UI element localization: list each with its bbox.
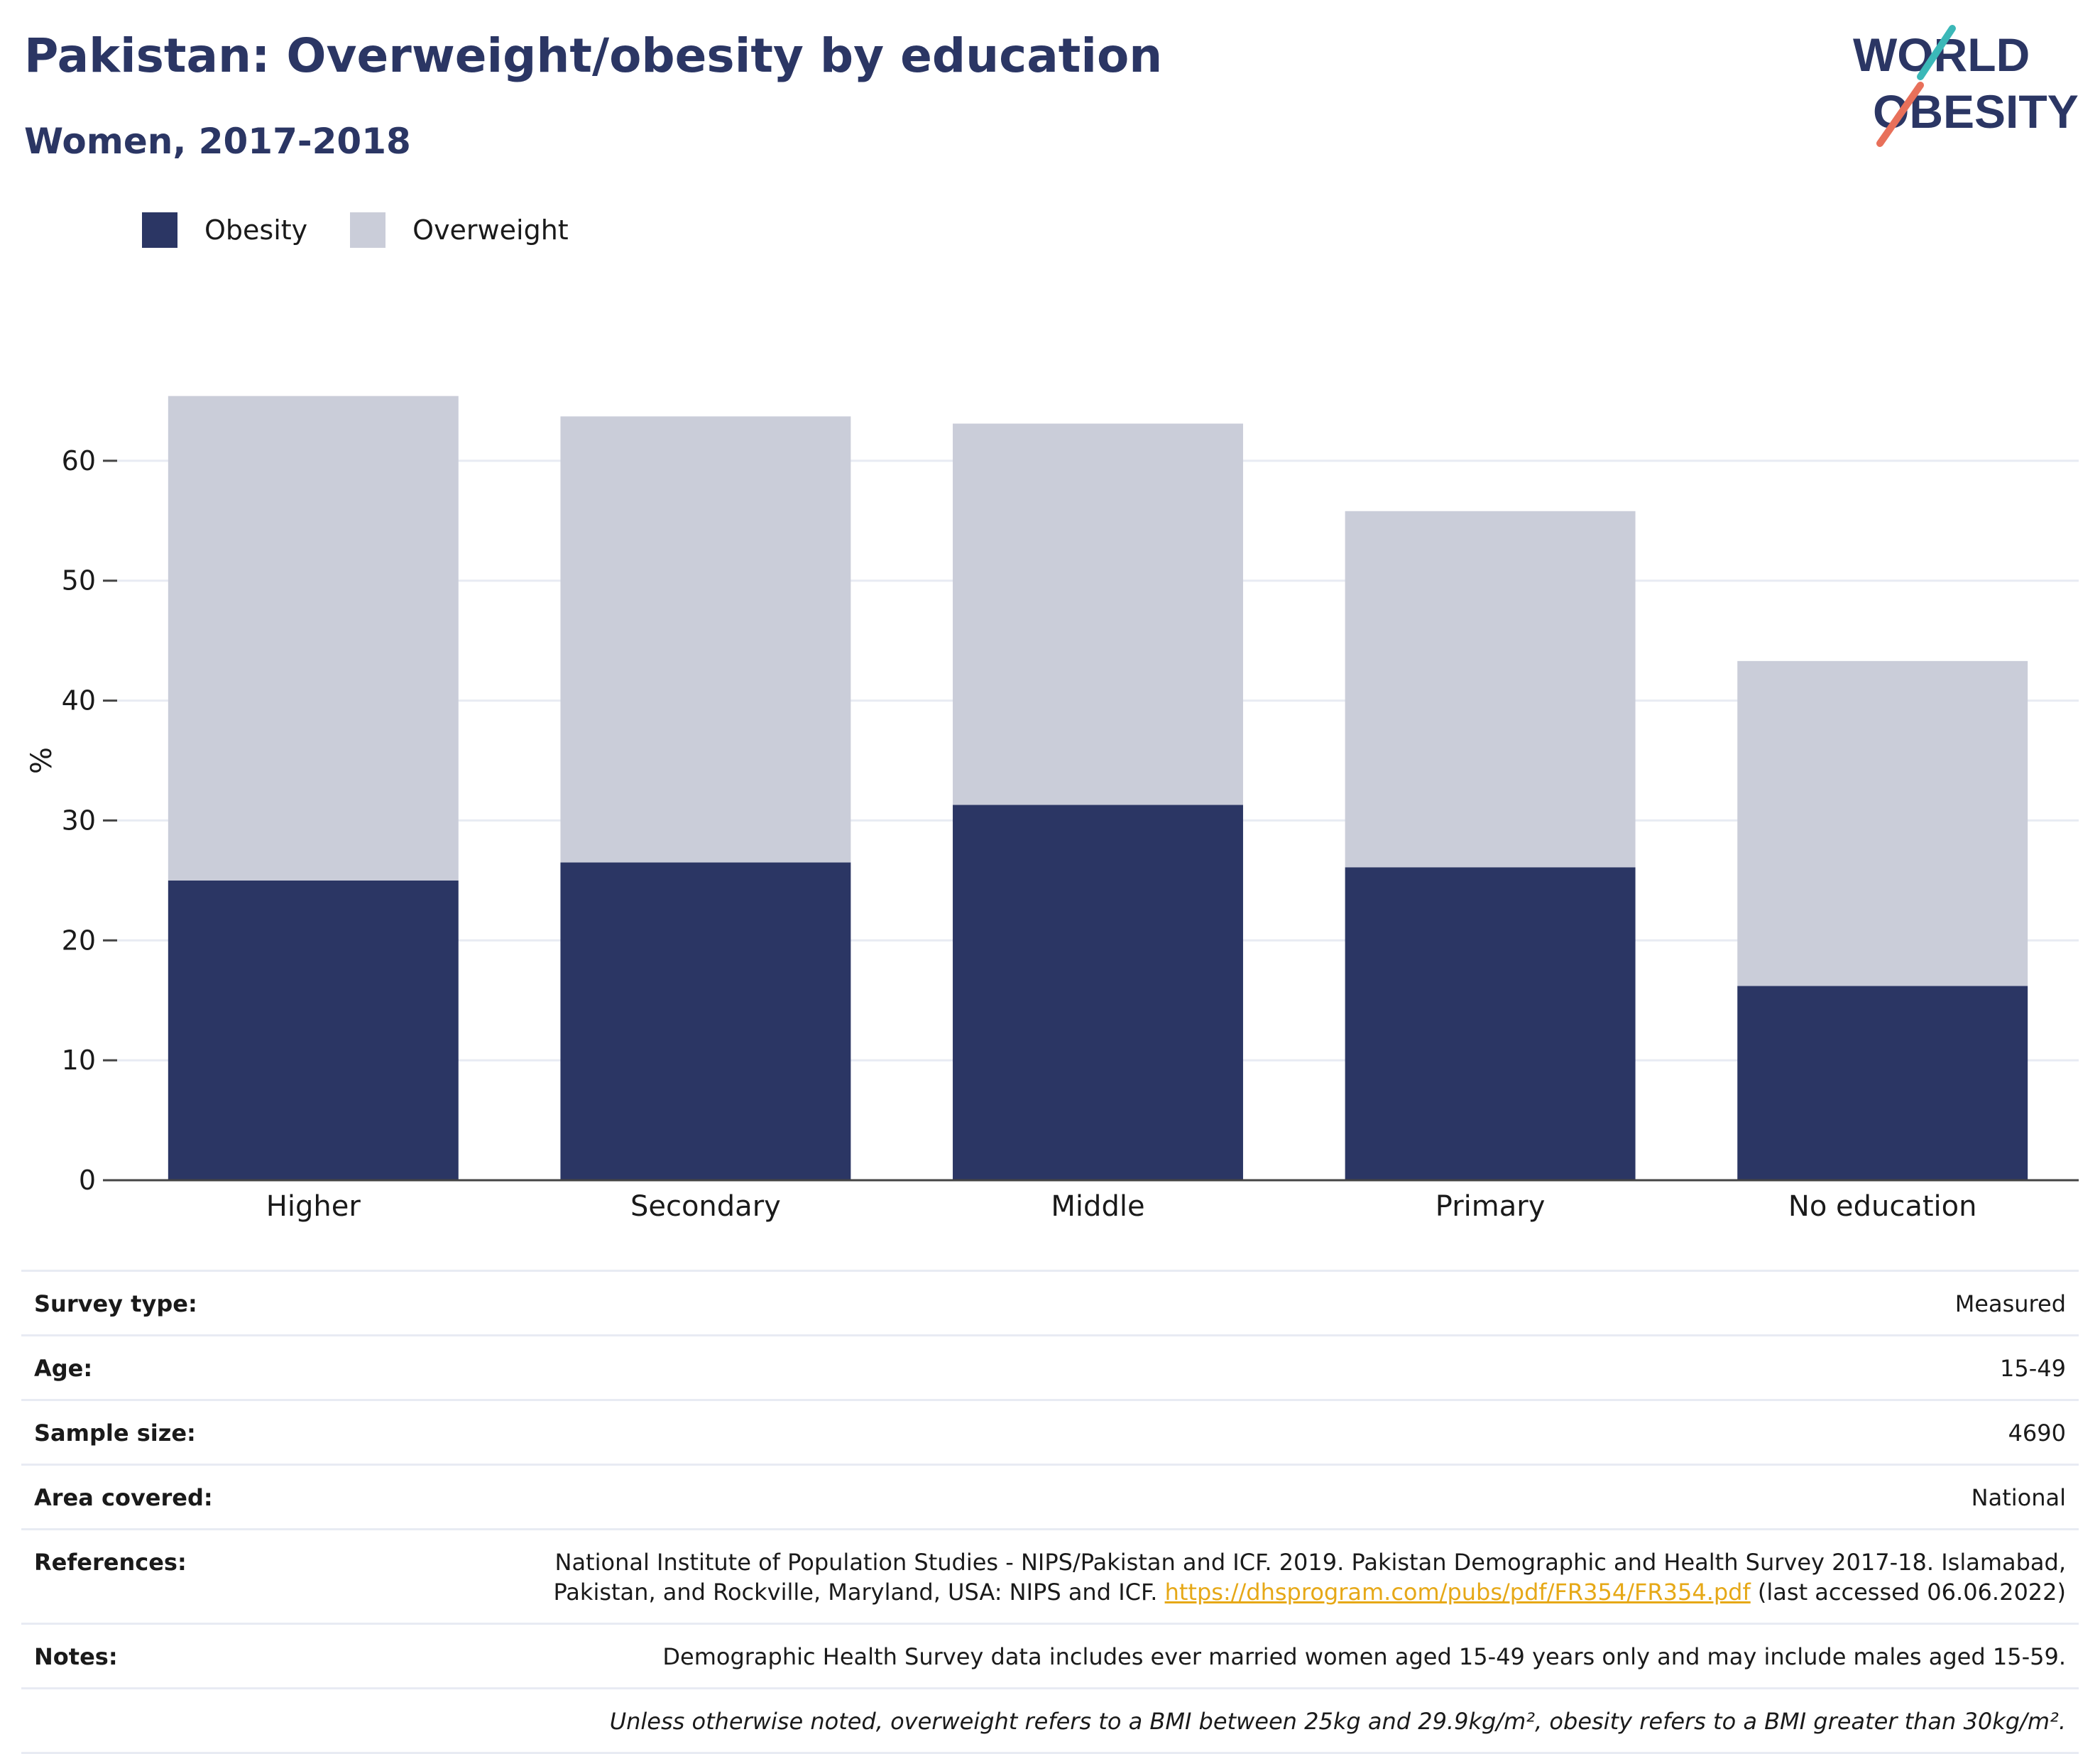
chart-title: Pakistan: Overweight/obesity by educatio… (24, 28, 1163, 83)
x-tick-label-middle: Middle (1051, 1190, 1144, 1223)
y-tick-label-20: 20 (62, 925, 96, 956)
x-tick-label-primary: Primary (1435, 1190, 1546, 1223)
bar-obesity-no-education (1737, 986, 2028, 1180)
y-axis-label: % (26, 747, 58, 774)
legend-item-overweight[interactable]: Overweight (350, 212, 569, 248)
logo-line1: WORLD (1853, 28, 2030, 81)
bar-obesity-secondary (560, 862, 851, 1180)
meta-value-references: National Institute of Population Studies… (553, 1547, 2066, 1607)
x-tick-label-higher: Higher (266, 1190, 361, 1223)
y-tick-label-0: 0 (79, 1165, 96, 1196)
x-tick-label-no-education: No education (1788, 1190, 1977, 1223)
legend-swatch-overweight (350, 212, 386, 248)
bar-obesity-higher (168, 880, 459, 1180)
meta-label-survey-type: Survey type: (34, 1290, 197, 1317)
meta-value-survey-type: Measured (1954, 1290, 2066, 1317)
meta-row-sample-size: Sample size: 4690 (21, 1401, 2079, 1466)
meta-label-notes: Notes: (34, 1643, 118, 1670)
logo-accent-coral (1876, 82, 1924, 147)
bar-overweight-primary (1345, 511, 1636, 868)
meta-value-notes: Demographic Health Survey data includes … (662, 1643, 2066, 1670)
logo-accent-teal (1917, 25, 1956, 80)
legend-label-obesity: Obesity (204, 214, 308, 246)
meta-label-age: Age: (34, 1355, 93, 1382)
bar-overweight-no-education (1737, 660, 2028, 986)
meta-row-area-covered: Area covered: National (21, 1466, 2079, 1530)
meta-label-references: References: (34, 1549, 187, 1576)
bmi-definition-footnote: Unless otherwise noted, overweight refer… (609, 1708, 2066, 1735)
meta-row-age: Age: 15-49 (21, 1336, 2079, 1401)
world-obesity-logo: WORLD OBESITY (1853, 25, 2079, 147)
meta-row-footnote: Unless otherwise noted, overweight refer… (21, 1689, 2079, 1754)
y-tick-label-50: 50 (62, 565, 96, 597)
meta-row-survey-type: Survey type: Measured (21, 1272, 2079, 1336)
bar-obesity-middle (953, 805, 1243, 1180)
bar-obesity-primary (1345, 867, 1636, 1180)
meta-label-area-covered: Area covered: (34, 1484, 213, 1511)
legend-item-obesity[interactable]: Obesity (142, 212, 307, 248)
meta-row-references: References: National Institute of Popula… (21, 1530, 2079, 1625)
meta-value-area-covered: National (1971, 1484, 2066, 1511)
meta-value-age: 15-49 (2000, 1355, 2066, 1382)
legend-swatch-obesity (142, 212, 177, 248)
x-tick-label-secondary: Secondary (630, 1190, 781, 1223)
y-tick-label-30: 30 (62, 805, 96, 836)
meta-row-notes: Notes: Demographic Health Survey data in… (21, 1625, 2079, 1689)
bar-overweight-middle (953, 423, 1243, 805)
bar-overweight-secondary (560, 416, 851, 863)
y-tick-label-60: 60 (62, 445, 96, 476)
survey-metadata-table: Survey type: Measured Age: 15-49 Sample … (21, 1270, 2079, 1754)
reference-line1: National Institute of Population Studies… (554, 1549, 2067, 1576)
meta-value-sample-size: 4690 (2008, 1420, 2066, 1447)
reference-line2-post: (last accessed 06.06.2022) (1750, 1579, 2066, 1606)
stacked-bar-chart: 0 10 20 30 40 50 60% Higher Secondary Middle Prima… (26, 396, 2079, 1223)
meta-label-sample-size: Sample size: (34, 1420, 196, 1447)
legend-label-overweight: Overweight (412, 214, 569, 246)
chart-legend: Obesity Overweight (142, 212, 611, 249)
reference-line2-pre: Pakistan, and Rockville, Maryland, USA: … (553, 1579, 1165, 1606)
bar-overweight-higher (168, 396, 459, 881)
y-tick-label-40: 40 (62, 685, 96, 717)
y-tick-label-10: 10 (62, 1045, 96, 1076)
logo-line2: OBESITY (1873, 85, 2079, 138)
chart-subtitle: Women, 2017-2018 (24, 121, 411, 162)
reference-link[interactable]: https://dhsprogram.com/pubs/pdf/FR354/FR… (1164, 1579, 1751, 1606)
